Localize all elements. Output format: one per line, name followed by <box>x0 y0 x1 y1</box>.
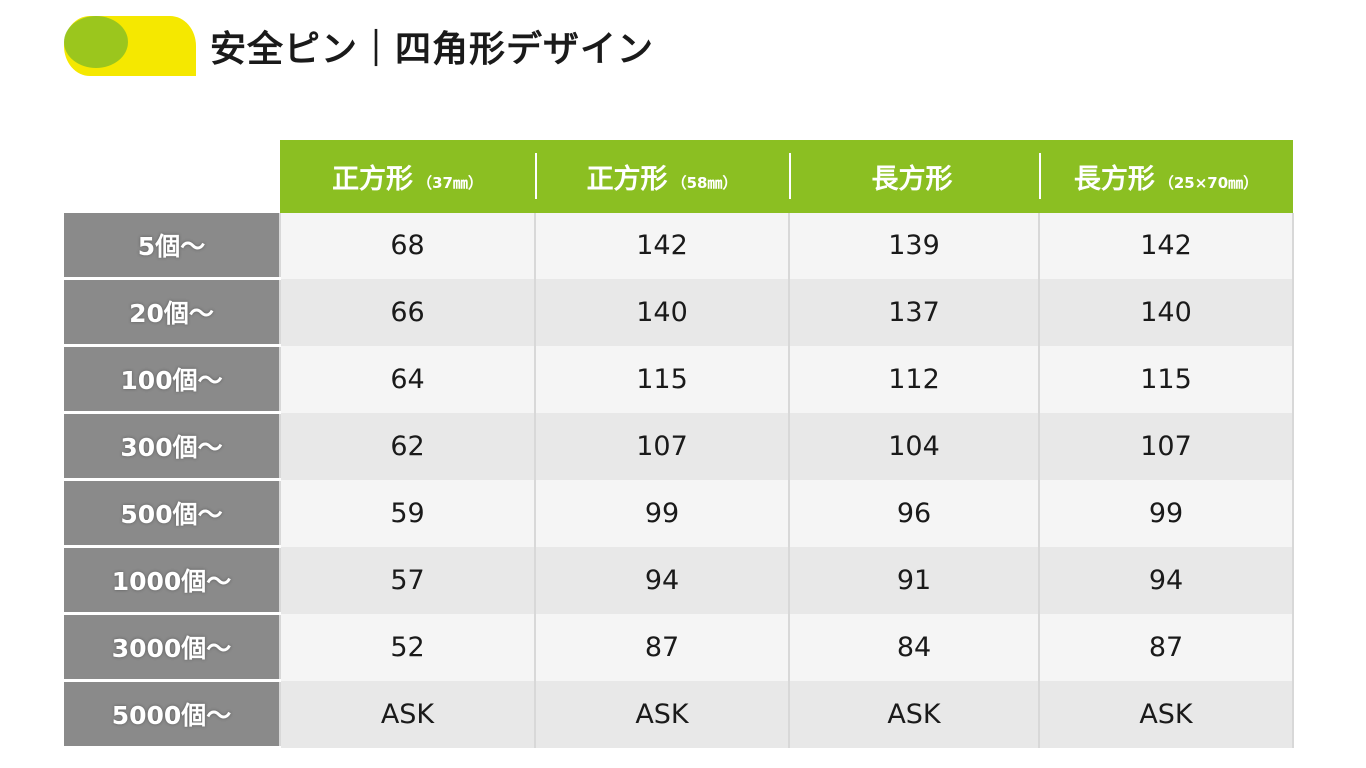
table-cell: 140 <box>1038 278 1294 346</box>
table-cell: 107 <box>1038 412 1294 480</box>
table-cell: 96 <box>788 479 1039 547</box>
column-header-main: 正方形 <box>332 164 414 195</box>
table-cell: 52 <box>279 613 535 681</box>
table-cell: 87 <box>534 613 789 681</box>
table-cell: 107 <box>534 412 789 480</box>
header-separator <box>789 153 791 199</box>
table-cell: 142 <box>534 213 789 279</box>
table-cell: 87 <box>1038 613 1294 681</box>
column-header: 正方形 （58㎜） <box>535 140 789 213</box>
row-header: 5000個～ <box>64 680 280 749</box>
row-header: 5個～ <box>64 213 280 280</box>
row-header: 1000個～ <box>64 546 280 615</box>
table-row: 100個～ 64 115 112 115 <box>64 345 1294 414</box>
table-row: 500個～ 59 99 96 99 <box>64 479 1294 548</box>
table-cell: 104 <box>788 412 1039 480</box>
table-cell: 84 <box>788 613 1039 681</box>
header-separator <box>1039 153 1041 199</box>
column-header: 長方形 <box>789 140 1039 213</box>
table-row: 20個～ 66 140 137 140 <box>64 278 1294 347</box>
column-header-sub: （58㎜） <box>671 174 738 192</box>
table-cell: 94 <box>1038 546 1294 614</box>
column-header-main: 長方形 <box>871 164 953 195</box>
table-cell: 137 <box>788 278 1039 346</box>
column-header: 長方形 （25×70㎜） <box>1039 140 1293 213</box>
table-cell: 115 <box>534 345 789 413</box>
row-header: 3000個～ <box>64 613 280 682</box>
table-cell: ASK <box>1038 680 1294 748</box>
table-cell: 91 <box>788 546 1039 614</box>
title-decoration-icon <box>64 16 196 76</box>
row-header: 500個～ <box>64 479 280 548</box>
table-cell: ASK <box>788 680 1039 748</box>
table-cell: 64 <box>279 345 535 413</box>
table-row: 5000個～ ASK ASK ASK ASK <box>64 680 1294 749</box>
table-cell: 112 <box>788 345 1039 413</box>
header-separator <box>535 153 537 199</box>
price-table: 正方形 （37㎜） 正方形 （58㎜） 長方形 長方形 （25×70㎜） 5個～ <box>64 140 1294 749</box>
table-cell: 94 <box>534 546 789 614</box>
table-cell: ASK <box>534 680 789 748</box>
table-cell: 66 <box>279 278 535 346</box>
table-cell: 57 <box>279 546 535 614</box>
column-header: 正方形 （37㎜） <box>280 140 535 213</box>
table-corner <box>64 140 280 213</box>
table-cell: ASK <box>279 680 535 748</box>
table-header-row: 正方形 （37㎜） 正方形 （58㎜） 長方形 長方形 （25×70㎜） <box>64 140 1293 213</box>
row-header: 300個～ <box>64 412 280 481</box>
table-cell: 59 <box>279 479 535 547</box>
column-header-main: 長方形 <box>1073 164 1155 195</box>
table-cell: 139 <box>788 213 1039 279</box>
row-header: 100個～ <box>64 345 280 414</box>
table-row: 1000個～ 57 94 91 94 <box>64 546 1294 615</box>
row-header: 20個～ <box>64 278 280 347</box>
table-row: 3000個～ 52 87 84 87 <box>64 613 1294 682</box>
table-row: 5個～ 68 142 139 142 <box>64 213 1294 280</box>
table-cell: 68 <box>279 213 535 279</box>
column-header-main: 正方形 <box>586 164 668 195</box>
page-title: 安全ピン｜四角形デザイン <box>210 29 655 70</box>
table-cell: 99 <box>1038 479 1294 547</box>
column-header-sub: （25×70㎜） <box>1158 174 1259 192</box>
table-row: 300個～ 62 107 104 107 <box>64 412 1294 481</box>
table-cell: 62 <box>279 412 535 480</box>
column-header-sub: （37㎜） <box>417 174 483 192</box>
table-cell: 99 <box>534 479 789 547</box>
table-cell: 140 <box>534 278 789 346</box>
table-cell: 115 <box>1038 345 1294 413</box>
table-cell: 142 <box>1038 213 1294 279</box>
